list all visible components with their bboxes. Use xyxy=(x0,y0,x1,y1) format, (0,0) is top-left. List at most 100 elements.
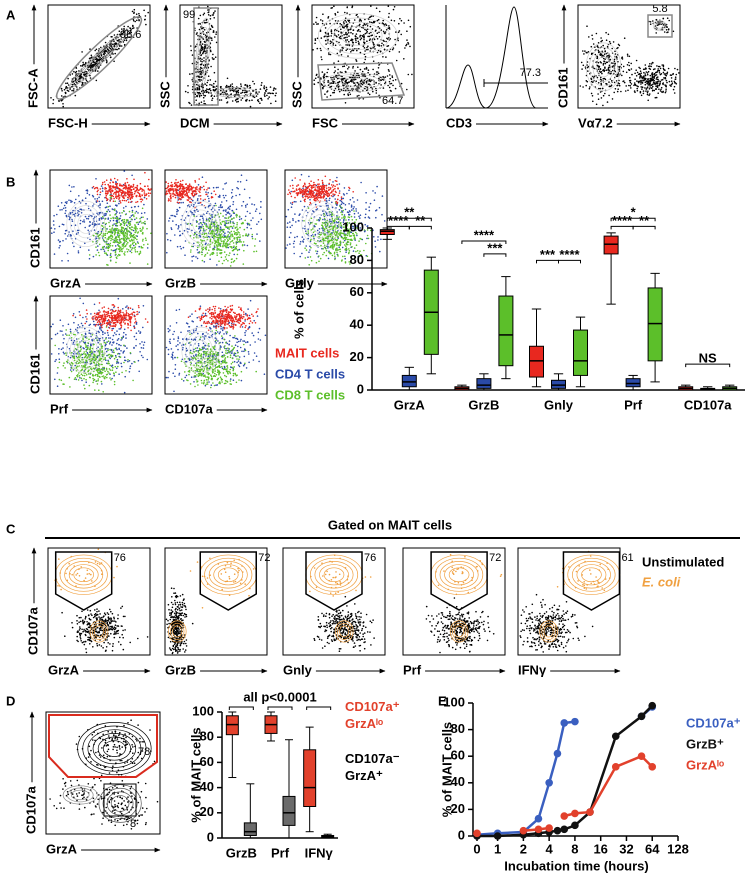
cell-dot xyxy=(387,45,390,47)
cell-dot xyxy=(352,207,355,210)
cell-dot xyxy=(140,212,143,215)
cell-dot xyxy=(199,71,201,73)
cell-dot xyxy=(651,90,654,92)
cell-dot xyxy=(210,37,212,39)
cell-dot xyxy=(59,244,61,247)
cell-cloud xyxy=(184,77,277,108)
cell-dot xyxy=(203,188,206,191)
cell-dot xyxy=(167,198,170,200)
cell-dot xyxy=(670,77,673,79)
cell-dot xyxy=(122,197,125,199)
cell-dot xyxy=(614,62,616,65)
cell-dot xyxy=(235,232,238,234)
cell-dot xyxy=(75,70,78,73)
cell-dot xyxy=(323,74,325,77)
cell-dot xyxy=(134,227,137,229)
cell-dot xyxy=(614,50,616,53)
cell-dot xyxy=(129,27,132,30)
cell-dot xyxy=(609,66,611,68)
cell-dot xyxy=(227,212,229,214)
cell-dot xyxy=(137,192,140,194)
cell-dot xyxy=(119,44,121,47)
cell-dot xyxy=(274,100,277,102)
cell-dot xyxy=(177,197,179,199)
cell-dot xyxy=(214,202,217,205)
cell-dot xyxy=(150,232,152,235)
cell-dot xyxy=(667,28,670,30)
cell-dot xyxy=(66,87,69,89)
cell-dot xyxy=(224,232,226,234)
cell-dot xyxy=(181,194,184,196)
y-axis-label: CD161 xyxy=(27,228,42,268)
cell-dot xyxy=(213,248,216,251)
cell-dot xyxy=(168,220,170,222)
cell-dot xyxy=(195,95,198,97)
cell-dot xyxy=(244,84,247,86)
cell-dot xyxy=(122,247,124,250)
cell-dot xyxy=(642,90,645,92)
cell-dot xyxy=(353,201,355,203)
cell-dot xyxy=(592,43,595,45)
cell-dot xyxy=(100,46,102,49)
cell-dot xyxy=(97,235,100,238)
cell-dot xyxy=(107,247,109,249)
cell-dot xyxy=(208,197,210,200)
cell-dot xyxy=(336,52,339,55)
cell-dot xyxy=(192,86,194,88)
cell-dot xyxy=(211,99,213,101)
cell-dot xyxy=(112,200,115,202)
cell-dot xyxy=(107,209,110,211)
cell-dot xyxy=(189,73,191,75)
cell-dot xyxy=(134,190,137,193)
cell-dot xyxy=(352,33,354,35)
cell-dot xyxy=(602,77,605,80)
cell-dot xyxy=(345,31,347,34)
cell-dot xyxy=(67,260,69,262)
cell-dot xyxy=(201,224,203,226)
cell-dot xyxy=(148,195,150,197)
cell-dot xyxy=(222,188,224,190)
cell-dot xyxy=(200,71,203,73)
cell-dot xyxy=(182,246,185,249)
cell-dot xyxy=(322,218,324,221)
cell-dot xyxy=(603,68,605,71)
contour xyxy=(196,26,209,87)
cell-dot xyxy=(676,68,679,71)
cell-dot xyxy=(600,97,603,99)
cell-dot xyxy=(116,48,118,51)
cell-dot xyxy=(86,192,89,194)
cell-dot xyxy=(388,26,391,29)
cell-dot xyxy=(389,83,391,85)
cell-dot xyxy=(124,184,127,187)
cell-dot xyxy=(238,218,241,221)
cell-dot xyxy=(301,195,304,197)
cell-dot xyxy=(213,71,216,74)
cell-dot xyxy=(203,255,206,257)
cell-dot xyxy=(205,248,207,250)
cell-dot xyxy=(94,70,97,72)
cell-dot xyxy=(342,21,345,23)
cell-dot xyxy=(225,194,227,197)
cell-dot xyxy=(87,218,90,220)
cell-dot xyxy=(255,208,258,210)
cell-dot xyxy=(81,51,83,53)
cell-dot xyxy=(57,205,60,207)
cell-dot xyxy=(74,215,76,217)
cell-dot xyxy=(345,251,347,253)
cell-dot xyxy=(88,257,91,260)
cell-dot xyxy=(316,73,318,76)
cell-dot xyxy=(370,5,372,7)
cell-dot xyxy=(129,240,132,242)
cell-dot xyxy=(665,90,667,92)
cell-dot xyxy=(200,101,203,103)
cell-dot xyxy=(211,57,214,59)
cell-dot xyxy=(629,81,632,84)
cell-dot xyxy=(132,25,134,28)
cell-dot xyxy=(390,19,393,22)
cell-dot xyxy=(321,71,324,73)
cell-dot xyxy=(336,176,338,179)
cell-dot xyxy=(248,99,251,102)
cell-dot xyxy=(375,71,378,73)
cell-dot xyxy=(78,195,80,197)
cell-dot xyxy=(249,105,252,108)
